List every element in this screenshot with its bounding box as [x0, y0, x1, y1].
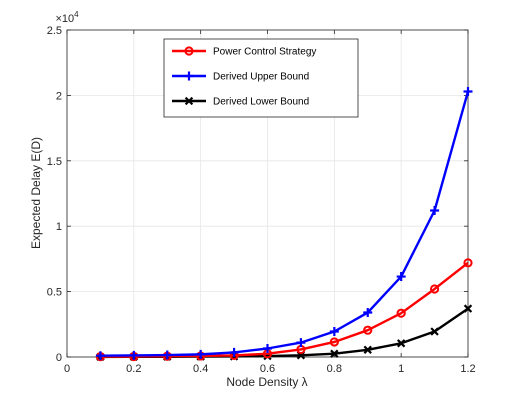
y-tick-label: 2.5 [47, 25, 62, 37]
y-tick-label: 0 [56, 352, 62, 364]
series-layer [95, 86, 473, 362]
y-tick-label: 2 [56, 90, 62, 102]
series-line [100, 91, 470, 357]
data-point [363, 345, 372, 354]
x-tick-label: 0.8 [327, 363, 342, 375]
data-point [396, 272, 406, 282]
y-axis-title: Expected Delay E(D) [29, 137, 43, 249]
data-point [196, 349, 206, 359]
data-point [263, 343, 272, 353]
x-tick-label: 1.2 [460, 363, 475, 375]
legend-marker [184, 96, 194, 106]
data-point [329, 337, 339, 347]
data-point [229, 347, 239, 357]
y-multiplier-base: ×10 [55, 13, 74, 25]
data-point [329, 326, 339, 336]
legend-label: Derived Upper Bound [213, 72, 309, 83]
y-axis: 0 0.5 1 1.5 2 2.5 [47, 25, 468, 364]
legend-item-derived-upper-bound: Derived Upper Bound [172, 71, 309, 83]
data-point [129, 350, 139, 360]
x-tick-label: 0.6 [260, 363, 275, 375]
y-tick-label: 1.5 [47, 156, 62, 168]
data-point [296, 338, 306, 348]
legend: Power Control Strategy Derived Upper Boun… [163, 38, 359, 118]
data-point [429, 284, 440, 294]
data-point [162, 350, 172, 360]
y-tick-label: 0.5 [47, 287, 62, 299]
data-point [95, 351, 105, 361]
legend-marker [184, 71, 194, 81]
data-point [463, 86, 473, 96]
x-tick-label: 0 [64, 363, 70, 375]
legend-item-power-control-strategy: Power Control Strategy [172, 46, 316, 58]
x-tick-label: 0.4 [193, 363, 208, 375]
x-tick-label: 0.2 [126, 363, 141, 375]
data-point [330, 349, 339, 358]
data-point [396, 339, 406, 348]
data-point [430, 206, 440, 216]
legend-label: Power Control Strategy [213, 47, 316, 58]
legend-marker [184, 46, 194, 56]
data-point [396, 308, 406, 318]
data-point [463, 304, 473, 313]
legend-label: Derived Lower Bound [213, 97, 309, 108]
x-axis-title: Node Density λ [226, 375, 307, 389]
x-axis: 0 0.2 0.4 0.6 0.8 1 1.2 [64, 30, 476, 375]
data-point [430, 327, 439, 336]
y-multiplier-exponent: 4 [74, 10, 79, 19]
data-point [363, 308, 373, 318]
y-multiplier-label: ×104 [55, 10, 79, 25]
data-point [463, 258, 473, 268]
legend-item-derived-lower-bound: Derived Lower Bound [172, 97, 309, 108]
series-derived-upper-bound [95, 86, 473, 361]
data-point [363, 325, 373, 335]
x-tick-label: 1 [398, 363, 404, 375]
y-tick-label: 1 [56, 221, 62, 233]
